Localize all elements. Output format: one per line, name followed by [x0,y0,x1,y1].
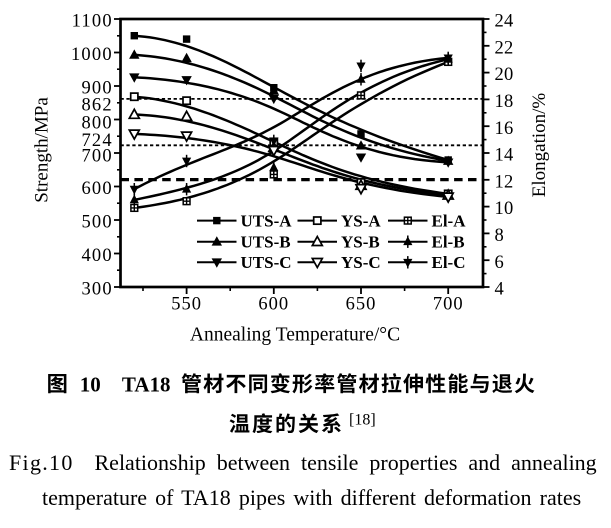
svg-text:700: 700 [433,295,464,315]
svg-text:650: 650 [346,295,377,315]
svg-text:1100: 1100 [72,12,113,32]
svg-text:600: 600 [81,179,112,199]
svg-text:UTS-B: UTS-B [241,233,291,252]
svg-text:4: 4 [495,280,504,300]
svg-text:[18]: [18] [349,412,376,429]
svg-text:6: 6 [495,253,504,273]
svg-text:10: 10 [495,199,514,219]
svg-text:YS-B: YS-B [341,233,380,252]
svg-text:18: 18 [495,92,514,112]
svg-text:1000: 1000 [71,45,113,65]
svg-text:Elongation/%: Elongation/% [529,93,550,198]
svg-text:550: 550 [171,295,202,315]
svg-text:862: 862 [81,95,112,115]
svg-text:800: 800 [81,113,112,133]
svg-text:temperature of TA18 pipes with: temperature of TA18 pipes with different… [42,485,581,510]
svg-text:724: 724 [81,131,112,151]
svg-text:UTS-A: UTS-A [241,212,293,231]
svg-text:El-C: El-C [432,253,466,272]
svg-text:TA18: TA18 [122,372,171,396]
svg-text:14: 14 [495,146,514,166]
svg-text:500: 500 [81,213,112,233]
svg-text:900: 900 [81,79,112,99]
svg-text:24: 24 [495,12,514,32]
svg-text:Annealing Temperature/°C: Annealing Temperature/°C [190,325,400,346]
svg-text:600: 600 [258,295,289,315]
svg-text:El-B: El-B [432,233,465,252]
svg-text:16: 16 [495,119,514,139]
svg-text:Fig.10: Fig.10 [9,450,74,475]
svg-text:700: 700 [81,147,112,167]
svg-text:300: 300 [81,280,112,300]
svg-text:UTS-C: UTS-C [241,253,292,272]
svg-text:YS-C: YS-C [341,253,381,272]
svg-text:Strength/MPa: Strength/MPa [32,97,53,203]
svg-text:10: 10 [80,372,101,396]
svg-text:12: 12 [495,172,514,192]
svg-text:YS-A: YS-A [341,212,381,231]
svg-text:20: 20 [495,65,514,85]
svg-text:Relationship between tensile p: Relationship between tensile properties … [95,450,597,475]
svg-text:400: 400 [81,246,112,266]
svg-text:8: 8 [495,226,504,246]
svg-text:El-A: El-A [432,212,467,231]
svg-text:22: 22 [495,38,514,58]
